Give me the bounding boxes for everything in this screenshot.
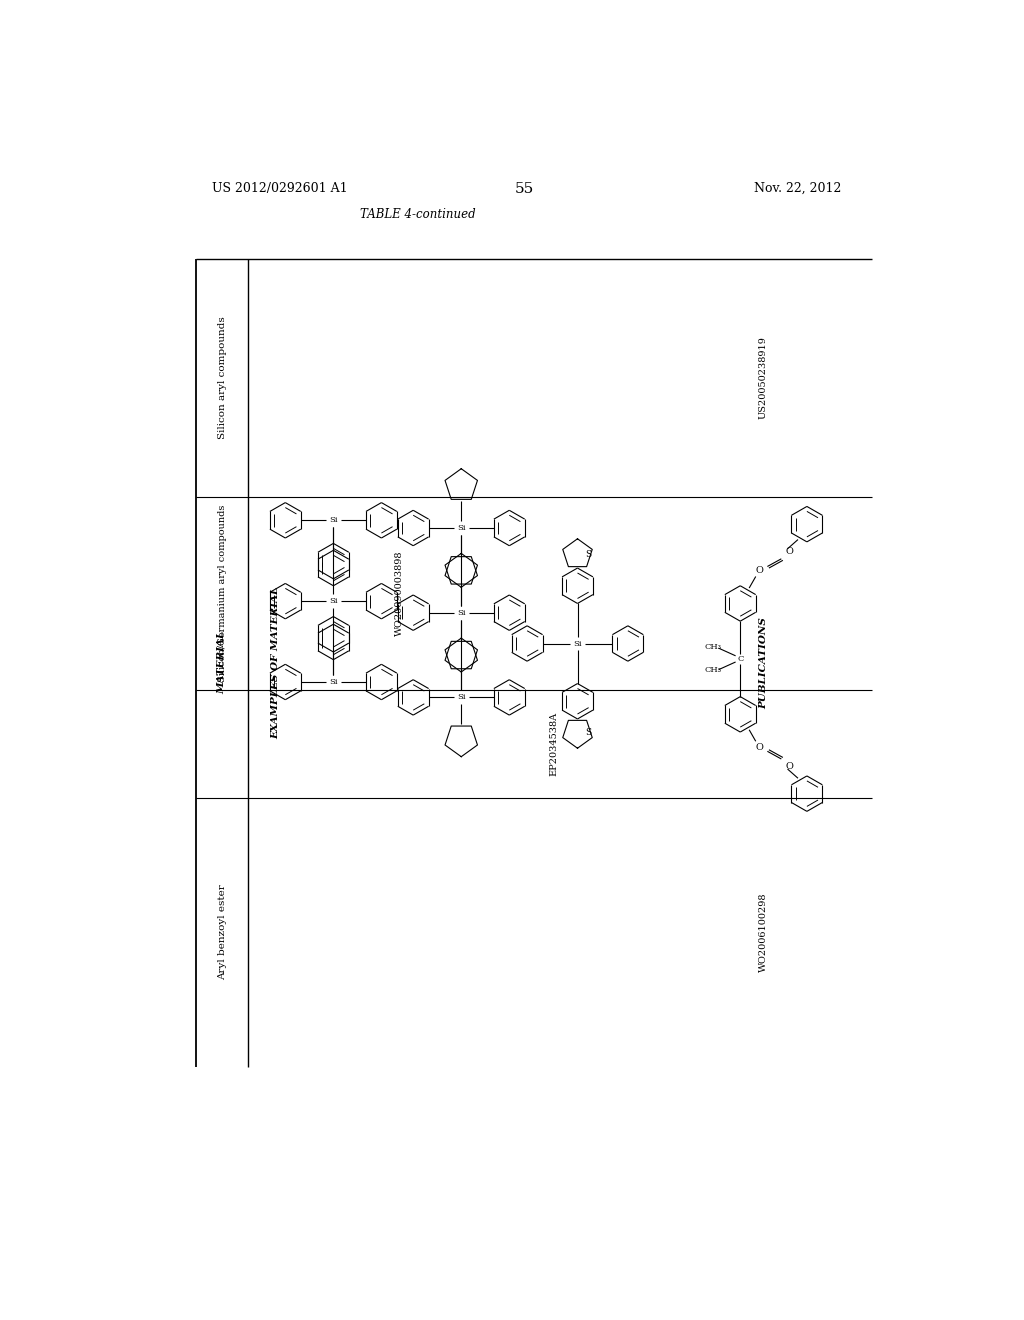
- Text: Si: Si: [329, 516, 338, 524]
- Text: US20050238919: US20050238919: [759, 337, 768, 420]
- Text: Si: Si: [457, 693, 466, 701]
- Text: S: S: [586, 549, 592, 558]
- Text: Si: Si: [457, 524, 466, 532]
- Text: WO2006100298: WO2006100298: [759, 892, 768, 972]
- Text: 55: 55: [515, 182, 535, 195]
- Text: EP2034538A: EP2034538A: [550, 711, 559, 776]
- Text: Nov. 22, 2012: Nov. 22, 2012: [754, 182, 841, 194]
- Text: O: O: [785, 762, 793, 771]
- Text: WO20090003898: WO20090003898: [394, 550, 403, 636]
- Text: Si: Si: [329, 597, 338, 605]
- Text: TABLE 4-continued: TABLE 4-continued: [360, 209, 476, 222]
- Text: Si: Si: [457, 609, 466, 616]
- Text: O: O: [756, 566, 764, 574]
- Text: O: O: [785, 546, 793, 556]
- Text: Si: Si: [329, 678, 338, 686]
- Text: O: O: [756, 743, 764, 752]
- Text: S: S: [586, 729, 592, 738]
- Text: C: C: [737, 655, 743, 663]
- Text: US 2012/0292601 A1: US 2012/0292601 A1: [212, 182, 347, 194]
- Text: Silicon/Germanium aryl compounds: Silicon/Germanium aryl compounds: [218, 504, 226, 682]
- Text: Aryl benzoyl ester: Aryl benzoyl ester: [218, 884, 226, 981]
- Text: CH₃: CH₃: [705, 643, 722, 651]
- Text: CH₃: CH₃: [705, 667, 722, 675]
- Text: MATERIAL: MATERIAL: [218, 631, 226, 694]
- Text: Silicon aryl compounds: Silicon aryl compounds: [218, 317, 226, 440]
- Text: EXAMPLES OF MATERIAL: EXAMPLES OF MATERIAL: [270, 586, 280, 739]
- Text: PUBLICATIONS: PUBLICATIONS: [759, 616, 768, 709]
- Text: Si: Si: [573, 639, 582, 648]
